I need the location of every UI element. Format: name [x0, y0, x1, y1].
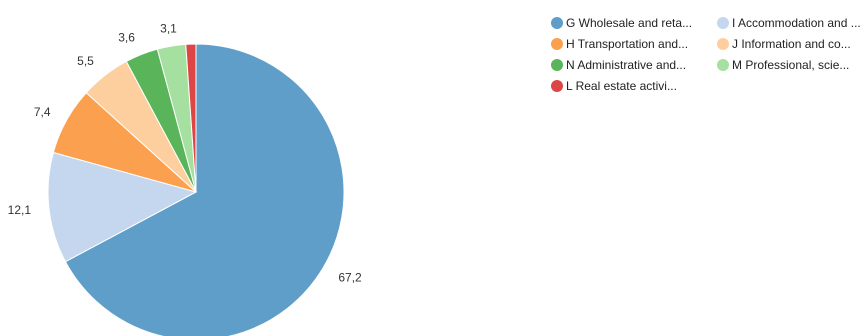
pie-data-label-4: 3,6: [118, 31, 135, 45]
legend-label: J Information and co...: [732, 37, 851, 51]
legend-swatch: [717, 59, 729, 71]
legend-item-2[interactable]: H Transportation and...: [551, 37, 688, 51]
legend-swatch: [717, 17, 729, 29]
legend-label: N Administrative and...: [566, 58, 687, 72]
pie-slice-1[interactable]: [47, 151, 198, 263]
legend-item-5[interactable]: M Professional, scie...: [717, 58, 849, 72]
legend-label: H Transportation and...: [566, 37, 689, 51]
pie-data-label-3: 5,5: [77, 54, 94, 68]
legend-swatch: [551, 59, 563, 71]
pie-data-label-1: 12,1: [8, 203, 32, 217]
legend-item-6[interactable]: L Real estate activi...: [551, 79, 677, 93]
pie-slice-6[interactable]: [185, 43, 197, 193]
legend-item-1[interactable]: I Accommodation and ...: [717, 16, 861, 30]
pie-data-label-2: 7,4: [34, 105, 51, 119]
legend-label: L Real estate activi...: [566, 79, 677, 93]
legend-item-3[interactable]: J Information and co...: [717, 37, 851, 51]
pie-labels: 67,2 12,1 7,4 5,5 3,6 3,1: [8, 21, 362, 284]
legend-swatch: [551, 80, 563, 92]
pie-data-label-0: 67,2: [338, 270, 362, 284]
legend-item-0[interactable]: G Wholesale and reta...: [551, 16, 692, 30]
legend-swatch: [551, 17, 563, 29]
legend-swatch: [551, 38, 563, 50]
pie-slice-0[interactable]: [64, 43, 345, 336]
legend-swatch: [717, 38, 729, 50]
legend-item-4[interactable]: N Administrative and...: [551, 58, 686, 72]
pie-slices: [47, 43, 345, 336]
legend-label: G Wholesale and reta...: [566, 16, 693, 30]
pie-data-label-5: 3,1: [160, 21, 177, 35]
legend-label: M Professional, scie...: [732, 58, 850, 72]
legend-label: I Accommodation and ...: [732, 16, 861, 30]
